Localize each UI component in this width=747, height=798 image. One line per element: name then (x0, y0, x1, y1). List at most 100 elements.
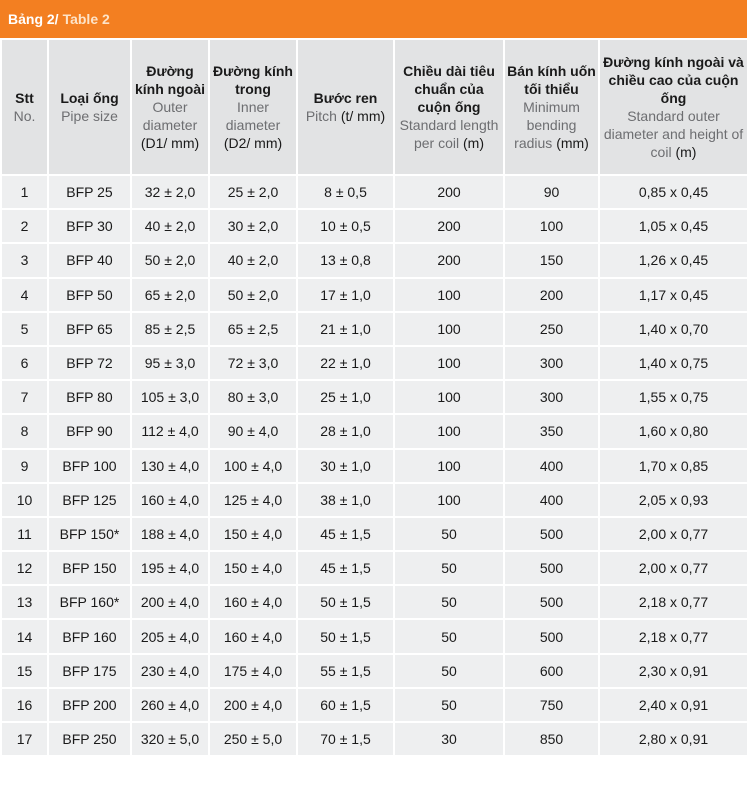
table-cell: 14 (0, 618, 49, 655)
table-row: 12 BFP 150 195 ± 4,0 150 ± 4,0 45 ± 1,5 50 500… (0, 550, 747, 587)
table-cell: BFP 160 (47, 618, 132, 655)
table-cell: 40 ± 2,0 (130, 208, 210, 245)
table-cell: 13 ± 0,8 (296, 242, 395, 279)
table-cell: 90 (503, 173, 600, 211)
table-cell: 200 (503, 276, 600, 313)
table-cell: 12 (0, 550, 49, 587)
table-cell: 1,17 x 0,45 (598, 276, 747, 313)
table-cell: 50 (393, 686, 505, 724)
table-cell: 100 (393, 447, 505, 484)
header-vi: Đường kính trong (213, 63, 293, 97)
header-vi: Loại ống (60, 90, 119, 106)
header-unit: (m) (463, 135, 485, 151)
table-cell: 50 (393, 515, 505, 553)
table-cell: 300 (503, 379, 600, 416)
table-cell: BFP 72 (47, 344, 132, 382)
table-cell: 100 (503, 208, 600, 245)
table-cell: 2,00 x 0,77 (598, 550, 747, 587)
table-cell: 2,30 x 0,91 (598, 652, 747, 689)
table-cell: 50 ± 2,0 (208, 276, 298, 313)
table-cell: 15 (0, 652, 49, 689)
header-bar: Bảng 2/ Table 2 (0, 0, 747, 38)
column-header: Bước ren Pitch (t/ mm) (296, 38, 395, 176)
table-cell: 200 (393, 208, 505, 245)
column-header: Chiều dài tiêu chuẩn của cuộn ống Standar… (393, 38, 505, 176)
table-cell: BFP 150 (47, 550, 132, 587)
table-cell: BFP 40 (47, 242, 132, 279)
table-cell: 8 ± 0,5 (296, 173, 395, 211)
table-cell: BFP 90 (47, 413, 132, 450)
table-cell: 50 ± 1,5 (296, 584, 395, 621)
table-cell: 50 (393, 550, 505, 587)
table-row: 15 BFP 175 230 ± 4,0 175 ± 4,0 55 ± 1,5 50 600… (0, 652, 747, 689)
table-cell: 2,18 x 0,77 (598, 584, 747, 621)
table-cell: 160 ± 4,0 (208, 618, 298, 655)
header-vi: Đường kính ngoài (135, 63, 205, 97)
table-row: 13 BFP 160* 200 ± 4,0 160 ± 4,0 50 ± 1,5 50 50… (0, 584, 747, 621)
table-row: 3 BFP 40 50 ± 2,0 40 ± 2,0 13 ± 0,8 200 150 1,2… (0, 242, 747, 279)
table-cell: 1,05 x 0,45 (598, 208, 747, 245)
table-cell: 72 ± 3,0 (208, 344, 298, 382)
table-cell: BFP 250 (47, 720, 132, 758)
table-cell: 2,80 x 0,91 (598, 720, 747, 758)
table-cell: 230 ± 4,0 (130, 652, 210, 689)
table-cell: 17 (0, 720, 49, 758)
table-cell: 205 ± 4,0 (130, 618, 210, 655)
table-cell: 2,18 x 0,77 (598, 618, 747, 655)
table-cell: 1,40 x 0,70 (598, 310, 747, 347)
table-cell: 10 ± 0,5 (296, 208, 395, 245)
table-cell: 60 ± 1,5 (296, 686, 395, 724)
table-cell: BFP 160* (47, 584, 132, 621)
table-cell: 100 (393, 379, 505, 416)
table: Stt No. Loại ống Pipe size Đường kính ngoài O… (0, 38, 747, 758)
header-en: Pitch (305, 108, 337, 124)
table-cell: BFP 30 (47, 208, 132, 245)
table-cell: 2,40 x 0,91 (598, 686, 747, 724)
table-row: 7 BFP 80 105 ± 3,0 80 ± 3,0 25 ± 1,0 100 300 1,… (0, 379, 747, 416)
table-cell: 8 (0, 413, 49, 450)
table-cell: 65 ± 2,0 (130, 276, 210, 313)
table-cell: 85 ± 2,5 (130, 310, 210, 347)
table-cell: 11 (0, 515, 49, 553)
table-cell: 38 ± 1,0 (296, 481, 395, 518)
table-row: 5 BFP 65 85 ± 2,5 65 ± 2,5 21 ± 1,0 100 250 1,4… (0, 310, 747, 347)
table-cell: BFP 150* (47, 515, 132, 553)
table-cell: 2,00 x 0,77 (598, 515, 747, 553)
table-cell: 30 ± 1,0 (296, 447, 395, 484)
header-unit: (mm) (556, 135, 589, 151)
table-cell: 3 (0, 242, 49, 279)
header-en: Outer diameter (142, 99, 198, 133)
header-en: Standard length per coil (399, 117, 499, 151)
table-cell: 250 ± 5,0 (208, 720, 298, 758)
table-cell: 50 ± 1,5 (296, 618, 395, 655)
table-cell: BFP 100 (47, 447, 132, 484)
table-cell: 90 ± 4,0 (208, 413, 298, 450)
table-cell: 100 (393, 310, 505, 347)
table-cell: 400 (503, 447, 600, 484)
table-body: 1 BFP 25 32 ± 2,0 25 ± 2,0 8 ± 0,5 200 90 0,85 … (0, 173, 747, 758)
table-cell: 125 ± 4,0 (208, 481, 298, 518)
title-vi: Bảng 2/ (8, 11, 59, 27)
table-cell: 30 ± 2,0 (208, 208, 298, 245)
table-cell: 25 ± 2,0 (208, 173, 298, 211)
table-row: 8 BFP 90 112 ± 4,0 90 ± 4,0 28 ± 1,0 100 350 1,… (0, 413, 747, 450)
table-cell: 7 (0, 379, 49, 416)
table-cell: 25 ± 1,0 (296, 379, 395, 416)
header-en: No. (13, 108, 36, 124)
table-cell: 6 (0, 344, 49, 382)
table-cell: 55 ± 1,5 (296, 652, 395, 689)
table-cell: 130 ± 4,0 (130, 447, 210, 484)
table-cell: 350 (503, 413, 600, 450)
column-header: Stt No. (0, 38, 49, 176)
table-cell: 2,05 x 0,93 (598, 481, 747, 518)
table-cell: 112 ± 4,0 (130, 413, 210, 450)
table-cell: 320 ± 5,0 (130, 720, 210, 758)
table-cell: 100 (393, 481, 505, 518)
table-cell: 160 ± 4,0 (208, 584, 298, 621)
table-cell: 30 (393, 720, 505, 758)
table-cell: 100 ± 4,0 (208, 447, 298, 484)
table-cell: 160 ± 4,0 (130, 481, 210, 518)
header-unit: (t/ mm) (340, 108, 386, 124)
header-unit: (D2/ mm) (223, 135, 283, 151)
